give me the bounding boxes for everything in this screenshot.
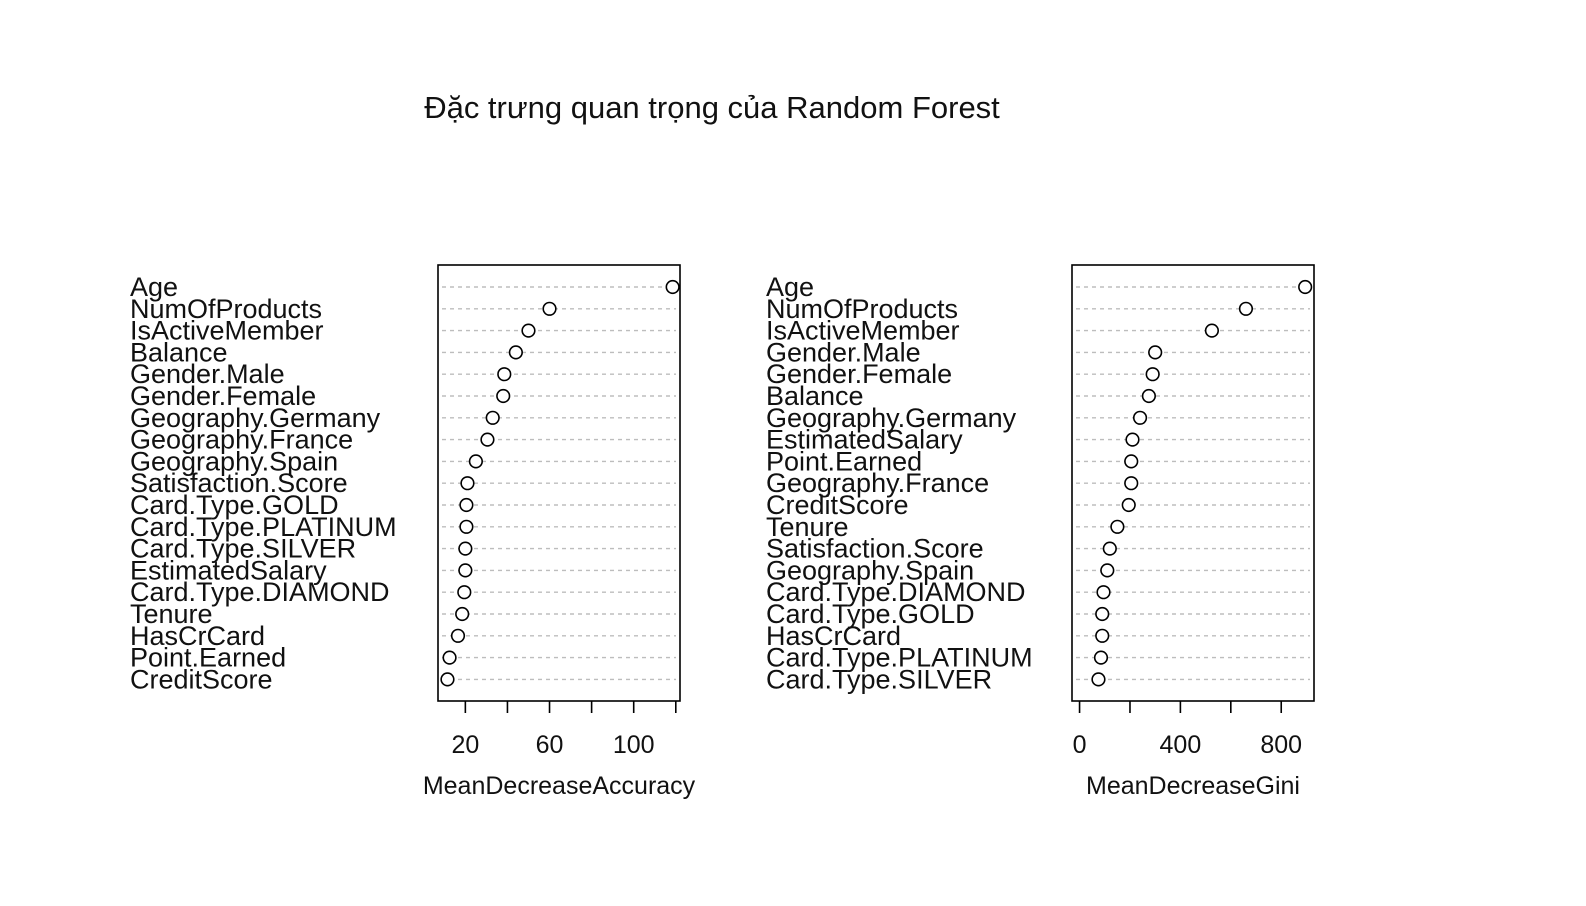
data-point xyxy=(1148,345,1163,360)
category-label: HasCrCard xyxy=(766,621,901,651)
category-label: Card.Type.DIAMOND xyxy=(766,577,1026,607)
figure-title: Đặc trưng quan trọng của Random Forest xyxy=(424,90,1000,125)
data-point xyxy=(1100,563,1115,578)
category-label: Balance xyxy=(130,337,228,367)
category-label: Gender.Male xyxy=(766,337,921,367)
data-point xyxy=(1204,323,1220,338)
data-point xyxy=(1124,476,1139,491)
category-label: EstimatedSalary xyxy=(766,425,963,455)
x-tick-label: 60 xyxy=(536,731,564,759)
category-label: Card.Type.SILVER xyxy=(766,664,992,694)
data-point xyxy=(455,606,470,622)
data-point xyxy=(458,563,473,578)
category-label: Card.Type.PLATINUM xyxy=(766,643,1033,673)
category-label: EstimatedSalary xyxy=(130,555,327,585)
data-point xyxy=(521,323,536,338)
category-label: Geography.France xyxy=(130,425,353,455)
category-label: Tenure xyxy=(766,512,849,542)
category-label: Geography.France xyxy=(766,468,989,498)
category-label: Satisfaction.Score xyxy=(130,468,348,498)
data-point xyxy=(496,388,511,404)
data-point xyxy=(459,497,474,513)
data-point xyxy=(1121,497,1136,513)
gini-dotchart: AgeNumOfProductsIsActiveMemberGender.Mal… xyxy=(766,264,1315,800)
plot-frame xyxy=(437,264,681,702)
category-label: Balance xyxy=(766,381,864,411)
data-point xyxy=(458,541,473,556)
category-label: Satisfaction.Score xyxy=(766,534,984,564)
x-tick-label: 100 xyxy=(613,731,655,759)
accuracy-dotchart: AgeNumOfProductsIsActiveMemberBalanceGen… xyxy=(130,264,696,800)
category-label: Geography.Spain xyxy=(766,555,974,585)
data-point xyxy=(442,650,457,665)
x-tick-label: 800 xyxy=(1260,731,1302,759)
data-point xyxy=(1124,454,1139,469)
category-label: Gender.Female xyxy=(130,381,316,411)
data-point xyxy=(1298,279,1313,295)
data-point xyxy=(480,432,495,447)
data-point xyxy=(542,301,557,316)
data-point xyxy=(1093,650,1109,665)
data-point xyxy=(1110,519,1125,534)
category-label: Point.Earned xyxy=(766,446,922,476)
data-point xyxy=(665,279,680,295)
category-label: Card.Type.GOLD xyxy=(130,490,339,520)
data-point xyxy=(457,585,472,600)
data-point xyxy=(1125,432,1140,447)
category-label: IsActiveMember xyxy=(766,316,960,346)
category-label: Card.Type.SILVER xyxy=(130,534,356,564)
category-label: Age xyxy=(130,272,178,302)
data-point xyxy=(1145,367,1160,382)
data-point xyxy=(1091,672,1106,687)
category-label: Geography.Germany xyxy=(130,403,381,433)
category-label: HasCrCard xyxy=(130,621,265,651)
gini-axis-title: MeanDecreaseGini xyxy=(1086,772,1300,800)
category-label: Geography.Germany xyxy=(766,403,1017,433)
category-label: Point.Earned xyxy=(130,643,286,673)
category-label: NumOfProducts xyxy=(130,294,322,324)
data-point xyxy=(485,410,500,425)
category-label: Card.Type.PLATINUM xyxy=(130,512,397,542)
category-label: NumOfProducts xyxy=(766,294,958,324)
data-point xyxy=(1141,388,1156,404)
category-label: Gender.Male xyxy=(130,359,285,389)
category-label: CreditScore xyxy=(130,664,273,694)
category-label: CreditScore xyxy=(766,490,909,520)
data-point xyxy=(468,454,483,469)
data-point xyxy=(1095,606,1110,622)
category-label: Gender.Female xyxy=(766,359,952,389)
data-point xyxy=(460,476,475,491)
category-label: Card.Type.GOLD xyxy=(766,599,975,629)
data-point xyxy=(1102,541,1117,556)
x-tick-label: 20 xyxy=(451,731,479,759)
data-point xyxy=(450,628,466,643)
data-point xyxy=(440,672,455,687)
category-label: IsActiveMember xyxy=(130,316,324,346)
category-label: Geography.Spain xyxy=(130,446,338,476)
data-point xyxy=(508,345,523,360)
category-label: Age xyxy=(766,272,814,302)
accuracy-axis-title: MeanDecreaseAccuracy xyxy=(423,772,696,800)
data-point xyxy=(1238,301,1254,316)
category-label: Card.Type.DIAMOND xyxy=(130,577,390,607)
x-tick-label: 400 xyxy=(1160,731,1202,759)
data-point xyxy=(1095,628,1110,643)
category-label: Tenure xyxy=(130,599,213,629)
data-point xyxy=(1132,410,1148,425)
data-point xyxy=(459,519,474,534)
data-point xyxy=(497,367,512,382)
data-point xyxy=(1096,585,1111,600)
x-tick-label: 0 xyxy=(1073,731,1087,759)
plot-frame xyxy=(1071,264,1315,702)
